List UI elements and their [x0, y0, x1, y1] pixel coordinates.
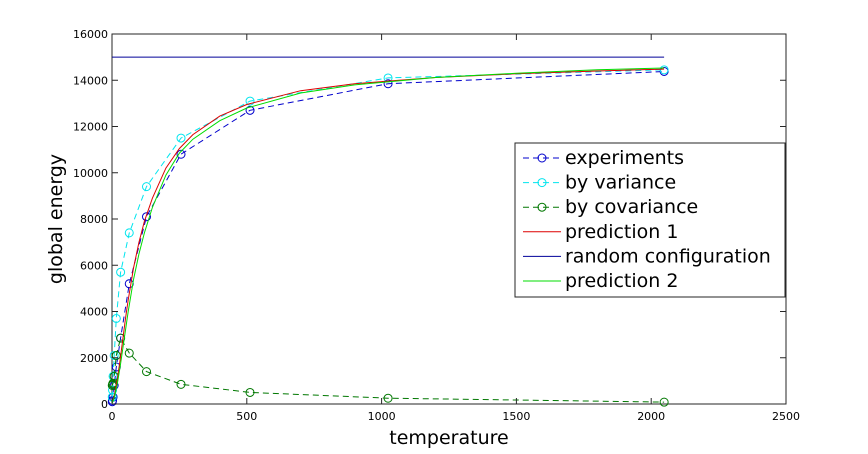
- y-tick-label: 2000: [80, 352, 108, 365]
- data-point-by-variance: [116, 267, 126, 277]
- y-axis: 0 2000 4000 6000 8000 10000 12000 14000 16000: [73, 28, 786, 411]
- x-axis: 0 500 1000 1500 2000 2500: [109, 34, 800, 423]
- legend-box: [514, 142, 786, 298]
- y-tick-label: 6000: [80, 259, 108, 272]
- x-axis-title: temperature: [389, 427, 508, 449]
- data-point-experiments: [176, 149, 186, 159]
- y-tick-label: 0: [101, 398, 108, 411]
- data-point-by-covariance: [383, 393, 393, 403]
- data-point-by-variance: [109, 350, 119, 360]
- data-point-by-covariance: [659, 397, 669, 407]
- data-point-by-covariance: [124, 348, 134, 358]
- data-point-by-variance: [176, 133, 186, 143]
- data-point-experiments: [383, 79, 393, 89]
- data-point-by-covariance: [245, 387, 255, 397]
- y-tick-label: 4000: [80, 306, 108, 319]
- data-point-by-covariance: [142, 367, 152, 377]
- y-tick-label: 16000: [73, 28, 108, 41]
- series-line-prediction-2: [111, 67, 665, 403]
- x-tick-label: 1500: [502, 410, 530, 423]
- legend-marker-by-covariance: [537, 202, 547, 212]
- legend-marker-by-variance: [537, 178, 547, 188]
- x-tick-label: 2500: [772, 410, 800, 423]
- data-point-by-variance: [659, 65, 669, 75]
- data-point-by-covariance: [176, 379, 186, 389]
- y-tick-label: 8000: [80, 213, 108, 226]
- data-point-by-variance: [108, 385, 118, 395]
- data-point-experiments: [142, 212, 152, 222]
- x-tick-label: 500: [236, 410, 257, 423]
- series-layer: [107, 56, 669, 407]
- legend-label-prediction-1: prediction 1: [565, 221, 678, 243]
- data-point-by-variance: [111, 313, 121, 323]
- legend-label-by-variance: by variance: [565, 172, 676, 194]
- legend-label-by-covariance: by covariance: [565, 196, 698, 218]
- data-point-experiments: [245, 105, 255, 115]
- x-tick-label: 2000: [637, 410, 665, 423]
- data-point-by-variance: [245, 96, 255, 106]
- legend-label-experiments: experiments: [565, 147, 684, 169]
- x-tick-label: 1000: [368, 410, 396, 423]
- series-line-by-covariance: [111, 336, 665, 403]
- legend-label-random-configuration: random configuration: [565, 245, 771, 267]
- legend-label-prediction-2: prediction 2: [565, 270, 678, 292]
- x-tick-label: 0: [109, 410, 116, 423]
- series-line-by-variance: [111, 69, 665, 398]
- y-tick-label: 10000: [73, 167, 108, 180]
- y-tick-label: 12000: [73, 121, 108, 134]
- legend-marker-experiments: [537, 153, 547, 163]
- series-line-prediction-1: [111, 68, 665, 403]
- data-point-by-variance: [142, 182, 152, 192]
- y-axis-title: global energy: [45, 154, 67, 284]
- y-tick-label: 14000: [73, 74, 108, 87]
- data-point-by-variance: [124, 228, 134, 238]
